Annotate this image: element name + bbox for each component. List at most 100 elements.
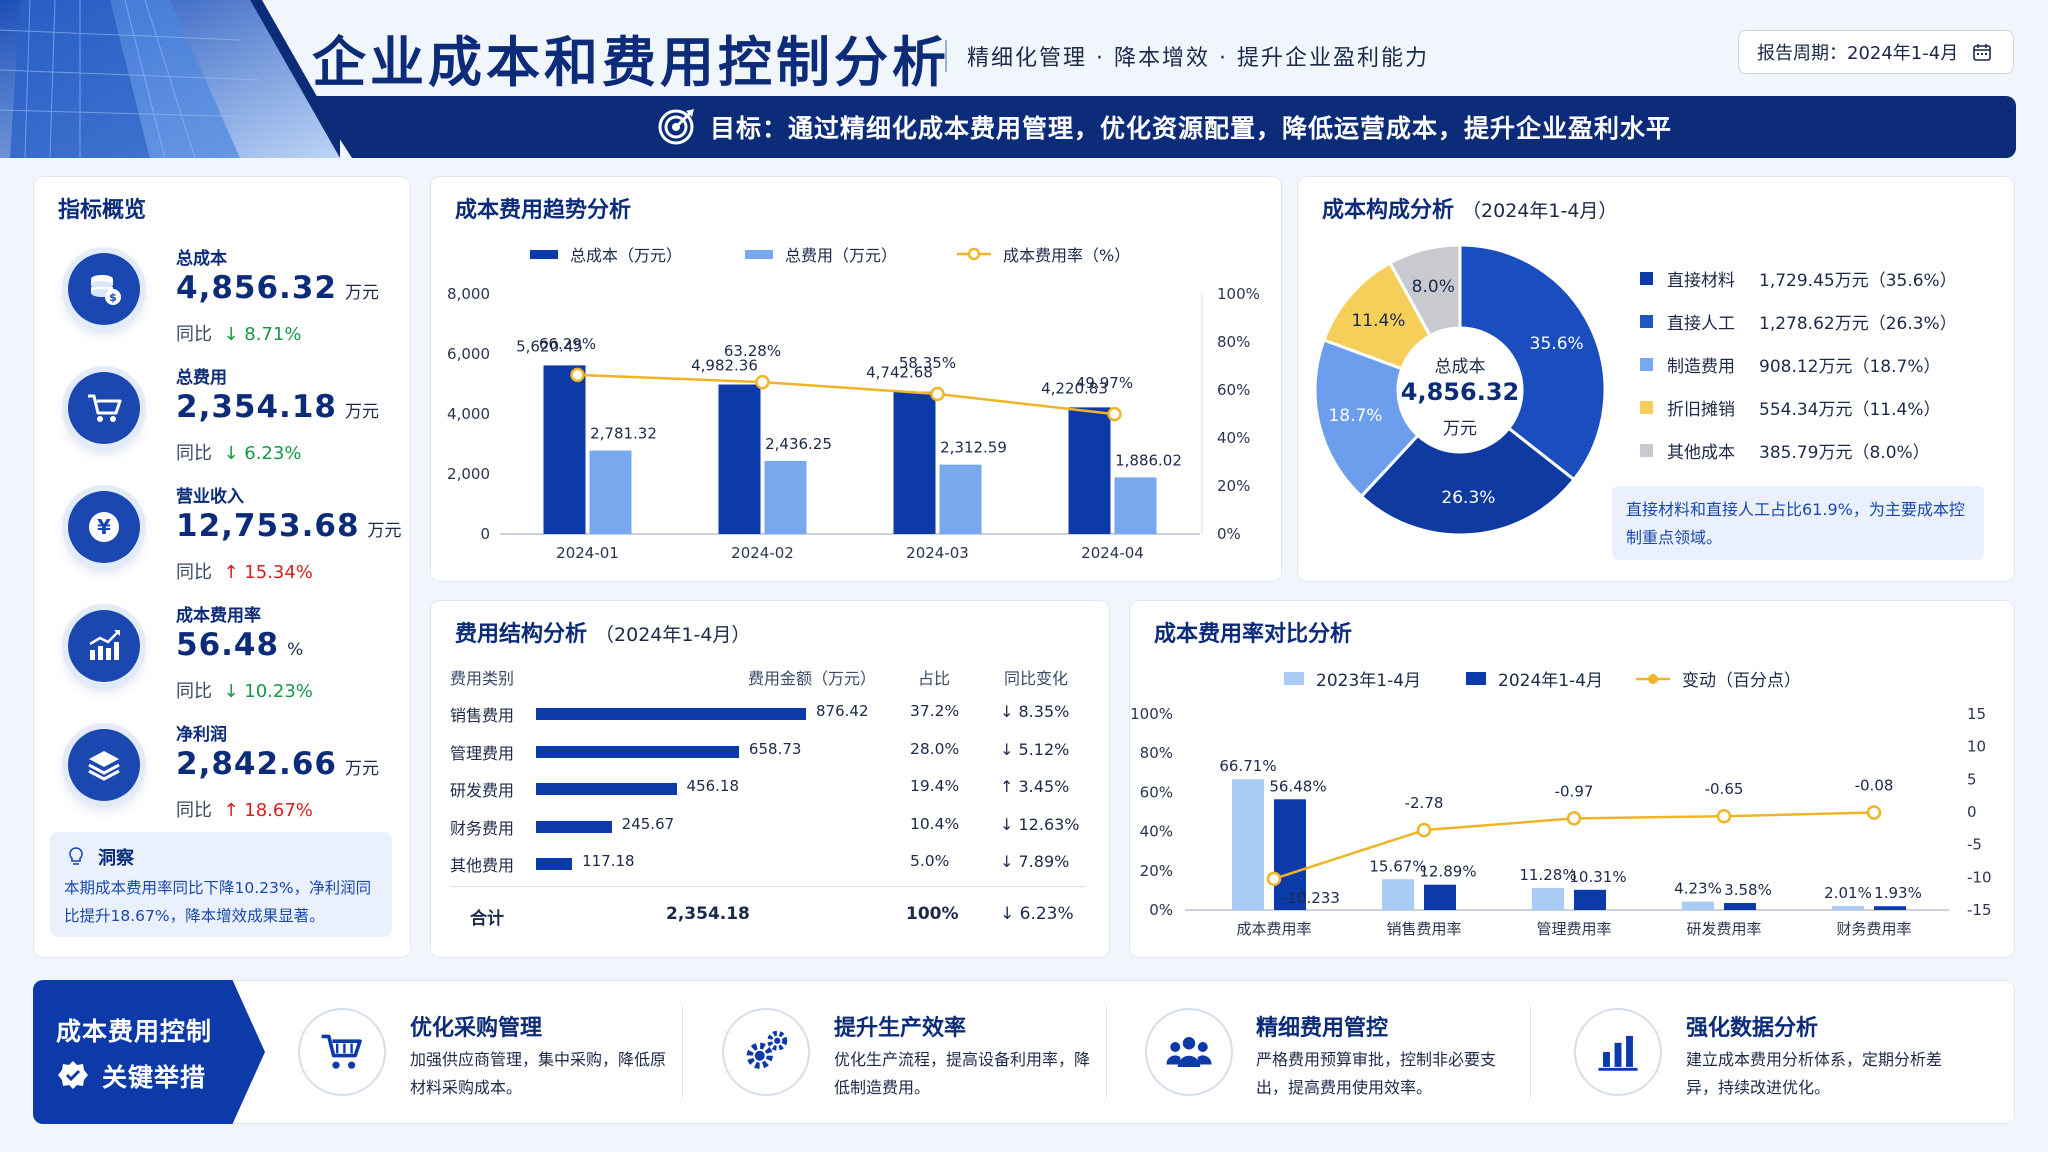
rate-change-point (1866, 805, 1882, 820)
measures-title-line1: 成本费用控制 (56, 1017, 213, 1046)
expense-row-share: 37.2% (910, 702, 960, 720)
kpi-net-profit-yoy: 同比 ↑ 18.67% (176, 800, 313, 821)
trend-cost-bar (1068, 407, 1111, 534)
donut-slice-label: 18.7% (1328, 406, 1382, 426)
expense-panel-title: 费用结构分析 （2024年1-4月） (455, 622, 751, 647)
trend-cost-label: 4,220.83 (1041, 379, 1108, 397)
expense-row-bar (536, 820, 612, 833)
target-icon (658, 109, 694, 145)
kpi-revenue-value: 12,753.68 万元 (176, 508, 402, 544)
rate-change-point (1566, 811, 1582, 826)
measure-2-desc: 优化生产流程，提高设备利用率，降低制造费用。 (834, 1050, 1091, 1097)
expense-header-amount: 费用金额（万元） (748, 669, 877, 688)
rate-2024-label: 56.48% (1269, 777, 1326, 795)
legend-total-expense: 总费用（万元） (745, 242, 897, 266)
svg-text:$: $ (109, 291, 117, 304)
trend-expense-label: 1,886.02 (1115, 451, 1182, 469)
rate-y-left-tick: 100% (1130, 705, 1173, 723)
rate-2023-bar (1382, 879, 1414, 910)
coins-icon: $ (68, 253, 140, 325)
rate-y-right-tick: 5 (1967, 770, 1977, 788)
header-building-image (0, 0, 340, 158)
rate-y-left-tick: 60% (1140, 783, 1173, 801)
kpi-total-expense-value: 2,354.18 万元 (176, 389, 379, 425)
rate-x-tick: 成本费用率 (1236, 920, 1311, 938)
composition-row-material: 直接材料 1,729.45万元（35.6%） (1640, 266, 1957, 291)
donut-center-value: 4,856.32 (1400, 378, 1520, 406)
svg-text:¥: ¥ (97, 515, 111, 539)
donut-slice-label: 11.4% (1351, 311, 1405, 331)
measure-4-title: 强化数据分析 (1686, 1016, 1819, 1041)
trend-expense-label: 2,312.59 (940, 439, 1007, 457)
trend-rate-label: 58.35% (899, 354, 956, 372)
rate-2024-bar (1574, 889, 1606, 910)
trend-x-tick: 2024-04 (1081, 544, 1144, 562)
trend-y-right-tick: 0% (1217, 525, 1241, 543)
trend-y-right-tick: 80% (1217, 333, 1250, 351)
expense-row-change: ↓ 7.89% (1000, 852, 1070, 871)
expense-total-divider (450, 886, 1085, 887)
trend-cost-bar (718, 384, 761, 534)
measures-title-block (33, 980, 265, 1124)
expense-row-change: ↓ 5.12% (1000, 739, 1070, 759)
trend-chart: 8,000 6,000 4,000 2,000 0 100% 80% 60% 40% 20% 0% 5… (447, 285, 1260, 562)
composition-row-labor: 直接人工 1,278.62万元（26.3%） (1640, 309, 1957, 334)
donut-slice-labor (1359, 426, 1577, 537)
legend-cost-rate: 成本费用率（%） (957, 242, 1130, 266)
rate-y-left-tick: 80% (1140, 744, 1173, 762)
shopping-cart-icon (68, 372, 140, 444)
trend-expense-label: 2,781.32 (590, 425, 657, 443)
rate-change-point (1416, 822, 1432, 838)
report-period-text: 报告周期：2024年1-4月 (1757, 43, 1959, 64)
legend-2023: 2023年1-4月 (1284, 666, 1421, 691)
rate-2024-bar (1724, 902, 1756, 910)
page-title: 企业成本和费用控制分析 (312, 31, 950, 94)
page-subtitle: 精细化管理 · 降本增效 · 提升企业盈利能力 (945, 40, 1429, 72)
rate-y-right-tick: -5 (1967, 836, 1982, 854)
expense-row-bar (536, 745, 739, 758)
trend-cost-bar (543, 365, 586, 534)
trend-rate-label: 63.28% (724, 342, 781, 360)
expense-panel (430, 600, 1110, 958)
expense-row-change: ↑ 3.45% (1000, 777, 1070, 796)
insight-title: 洞察 (98, 848, 134, 869)
expense-row-share: 28.0% (910, 739, 960, 758)
bar-chart-icon (1574, 1008, 1662, 1096)
measure-1-desc: 加强供应商管理，集中采购，降低原材料采购成本。 (410, 1050, 667, 1097)
measure-divider (1530, 1006, 1531, 1098)
kpi-total-expense-yoy: 同比 ↓ 6.23% (176, 443, 302, 464)
expense-row-share: 5.0% (910, 852, 950, 870)
composition-row-depreciation: 折旧摊销 554.34万元（11.4%） (1640, 395, 1941, 420)
rate-y-right-tick: -15 (1967, 901, 1992, 919)
expense-row-name: 研发费用 (450, 781, 515, 800)
expense-row-bar (536, 783, 677, 795)
rate-compare-chart: 100% 80% 60% 40% 20% 0% 15 10 5 0 -5 -10 -15 66.71% 56… (1130, 705, 1992, 938)
trend-rate-point (1107, 406, 1122, 422)
expense-row-name: 财务费用 (450, 818, 515, 838)
rate-y-right-tick: 15 (1967, 705, 1986, 723)
expense-total-label: 合计 (470, 909, 504, 929)
expense-row-amount: 876.42 (816, 702, 869, 720)
composition-row-other: 其他成本 385.79万元（8.0%） (1640, 438, 1930, 463)
rate-x-tick: 研发费用率 (1686, 920, 1761, 938)
rate-2023-label: 66.71% (1219, 757, 1276, 775)
donut-slice-material (1458, 243, 1607, 482)
rate-2024-label: 1.93% (1874, 884, 1922, 902)
measure-divider (682, 1006, 683, 1098)
kpi-total-cost-value: 4,856.32 万元 (176, 270, 379, 306)
rate-2024-bar (1874, 906, 1906, 910)
measure-4-desc: 建立成本费用分析体系，定期分析差异，持续改进优化。 (1686, 1050, 1943, 1097)
trend-y-right-tick: 20% (1217, 477, 1250, 495)
rate-change-label: -0.65 (1705, 780, 1744, 798)
expense-row-amount: 456.18 (686, 777, 740, 795)
trend-x-tick: 2024-01 (556, 544, 619, 562)
team-icon (1145, 1008, 1233, 1096)
yuan-coin-icon: ¥ (68, 491, 140, 563)
trend-rate-point (755, 374, 770, 390)
trend-x-tick: 2024-02 (731, 544, 794, 562)
rate-y-right-tick: 10 (1967, 738, 1986, 756)
rate-y-left-tick: 40% (1140, 823, 1173, 841)
rate-compare-panel-title: 成本费用率对比分析 (1154, 622, 1353, 647)
expense-row-amount: 117.18 (582, 852, 635, 870)
report-period-selector[interactable]: 报告周期：2024年1-4月 (1738, 30, 2014, 74)
